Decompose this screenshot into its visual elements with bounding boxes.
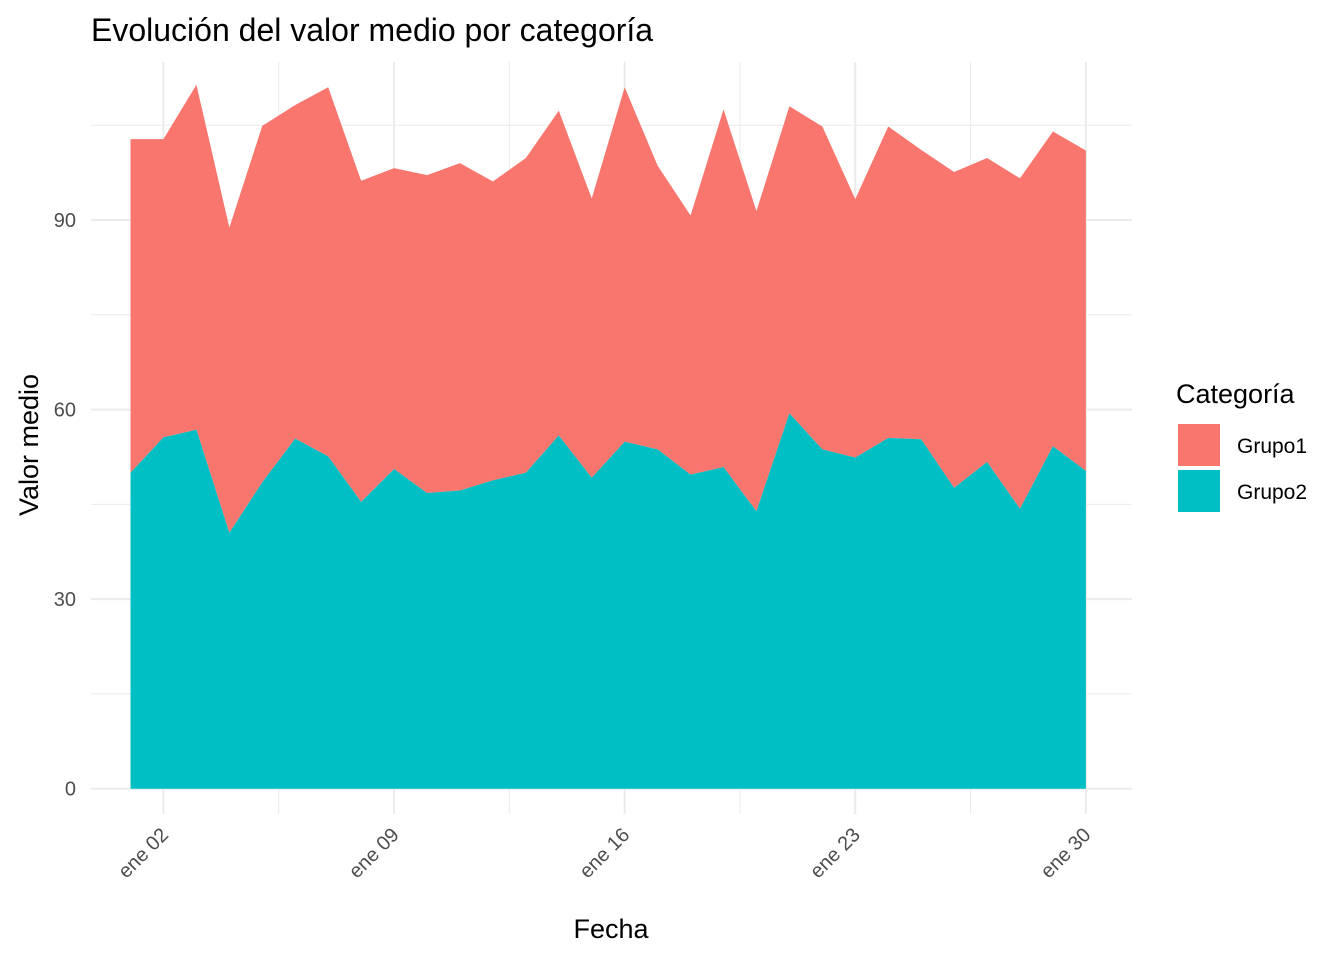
legend-label-grupo1: Grupo1 [1237,435,1307,458]
x-tick-label: ene 09 [345,824,404,883]
chart-title: Evolución del valor medio por categoría [91,12,653,48]
legend: Categoría Grupo1 Grupo2 [1176,379,1307,512]
y-axis-ticks: 0 30 60 90 [54,210,76,801]
y-tick-label: 60 [54,400,76,422]
plot-areas [130,84,1086,789]
x-tick-label: ene 23 [806,824,865,883]
y-tick-label: 0 [65,779,76,801]
y-tick-label: 30 [54,589,76,611]
x-axis-title: Fecha [573,914,649,944]
legend-swatch-grupo1 [1178,424,1220,466]
y-axis-title: Valor medio [14,374,44,516]
legend-swatch-grupo2 [1178,470,1220,512]
x-axis-ticks: ene 02 ene 09 ene 16 ene 23 ene 30 [114,824,1095,883]
x-tick-label: ene 02 [114,824,173,883]
x-tick-label: ene 30 [1037,824,1096,883]
legend-label-grupo2: Grupo2 [1237,481,1307,504]
x-tick-label: ene 16 [575,824,634,883]
y-tick-label: 90 [54,210,76,232]
area-grupo1 [130,84,1086,533]
area-grupo2 [130,413,1086,789]
legend-title: Categoría [1176,379,1296,409]
